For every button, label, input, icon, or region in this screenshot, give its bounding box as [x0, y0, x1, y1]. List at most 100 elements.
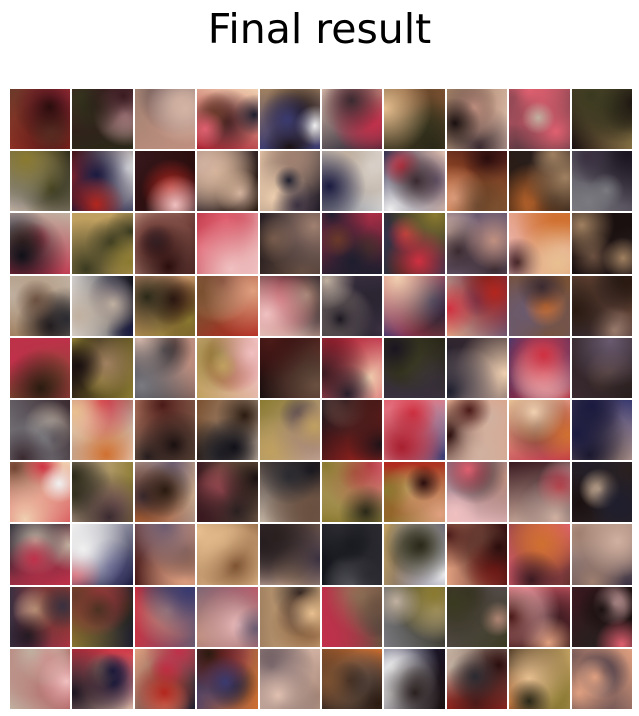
generated-image-tile	[322, 151, 383, 212]
generated-image-tile	[446, 462, 508, 523]
generated-image-tile	[134, 586, 196, 647]
generated-image-tile	[197, 213, 258, 274]
generated-image-tile	[384, 151, 445, 212]
generated-image-tile	[446, 275, 508, 336]
generated-image-tile	[384, 337, 445, 398]
generated-image-tile	[571, 400, 632, 461]
generated-image-tile	[509, 337, 570, 398]
generated-image-tile	[72, 586, 133, 647]
generated-image-tile	[259, 89, 320, 150]
generated-image-tile	[72, 151, 133, 212]
generated-image-tile	[384, 275, 445, 336]
generated-image-tile	[571, 586, 632, 647]
generated-image-tile	[509, 151, 570, 212]
generated-image-tile	[571, 151, 632, 212]
generated-image-tile	[10, 648, 71, 709]
generated-image-tile	[72, 648, 133, 709]
generated-image-tile	[509, 586, 570, 647]
generated-image-tile	[446, 337, 508, 398]
generated-image-tile	[509, 89, 570, 150]
generated-image-tile	[197, 400, 258, 461]
generated-image-tile	[10, 337, 71, 398]
generated-image-tile	[322, 337, 383, 398]
generated-image-tile	[446, 524, 508, 585]
generated-image-tile	[571, 213, 632, 274]
generated-image-tile	[259, 337, 320, 398]
generated-image-tile	[446, 648, 508, 709]
generated-image-tile	[322, 400, 383, 461]
generated-image-tile	[197, 462, 258, 523]
figure-title: Final result	[207, 5, 432, 53]
generated-image-tile	[322, 648, 383, 709]
generated-image-tile	[509, 275, 570, 336]
generated-image-tile	[571, 337, 632, 398]
generated-image-tile	[259, 275, 320, 336]
generated-image-tile	[384, 462, 445, 523]
generated-image-tile	[134, 213, 196, 274]
generated-image-tile	[446, 586, 508, 647]
generated-image-tile	[72, 524, 133, 585]
generated-image-tile	[10, 400, 71, 461]
generated-image-tile	[571, 275, 632, 336]
generated-image-tile	[259, 462, 320, 523]
generated-image-tile	[72, 337, 133, 398]
generated-image-tile	[134, 151, 196, 212]
generated-image-tile	[384, 648, 445, 709]
generated-image-tile	[384, 586, 445, 647]
generated-image-tile	[509, 400, 570, 461]
generated-image-tile	[10, 89, 71, 150]
generated-image-tile	[259, 400, 320, 461]
generated-image-tile	[10, 524, 71, 585]
generated-image-tile	[571, 89, 632, 150]
generated-image-tile	[134, 400, 196, 461]
generated-image-tile	[509, 213, 570, 274]
generated-image-tile	[134, 648, 196, 709]
generated-image-tile	[10, 213, 71, 274]
generated-image-tile	[134, 275, 196, 336]
generated-image-tile	[322, 213, 383, 274]
generated-image-tile	[134, 89, 196, 150]
generated-image-tile	[72, 213, 133, 274]
generated-image-tile	[197, 275, 258, 336]
generated-image-tile	[134, 462, 196, 523]
generated-image-tile	[259, 524, 320, 585]
generated-image-tile	[72, 462, 133, 523]
generated-image-tile	[197, 337, 258, 398]
generated-image-tile	[259, 213, 320, 274]
generated-image-tile	[197, 524, 258, 585]
generated-image-tile	[571, 524, 632, 585]
generated-image-tile	[446, 400, 508, 461]
generated-image-tile	[259, 151, 320, 212]
generated-image-tile	[509, 524, 570, 585]
generated-image-tile	[446, 213, 508, 274]
generated-image-tile	[197, 586, 258, 647]
generated-image-tile	[10, 275, 71, 336]
generated-image-tile	[571, 462, 632, 523]
generated-image-tile	[72, 89, 133, 150]
generated-image-tile	[322, 586, 383, 647]
generated-image-tile	[384, 89, 445, 150]
generated-image-tile	[197, 648, 258, 709]
generated-image-tile	[384, 400, 445, 461]
generated-image-tile	[197, 151, 258, 212]
generated-image-tile	[322, 524, 383, 585]
generated-image-tile	[72, 275, 133, 336]
generated-image-tile	[509, 648, 570, 709]
generated-image-tile	[134, 524, 196, 585]
generated-image-tile	[259, 586, 320, 647]
generated-image-tile	[384, 524, 445, 585]
generated-image-tile	[134, 337, 196, 398]
generated-image-tile	[509, 462, 570, 523]
generated-image-tile	[322, 275, 383, 336]
generated-image-tile	[571, 648, 632, 709]
generated-image-tile	[384, 213, 445, 274]
generated-image-tile	[322, 89, 383, 150]
generated-image-tile	[446, 89, 508, 150]
generated-image-tile	[322, 462, 383, 523]
generated-image-tile	[10, 462, 71, 523]
generated-image-tile	[10, 151, 71, 212]
generated-image-tile	[72, 400, 133, 461]
generated-image-tile	[10, 586, 71, 647]
generated-image-tile	[197, 89, 258, 150]
generated-image-tile	[446, 151, 508, 212]
